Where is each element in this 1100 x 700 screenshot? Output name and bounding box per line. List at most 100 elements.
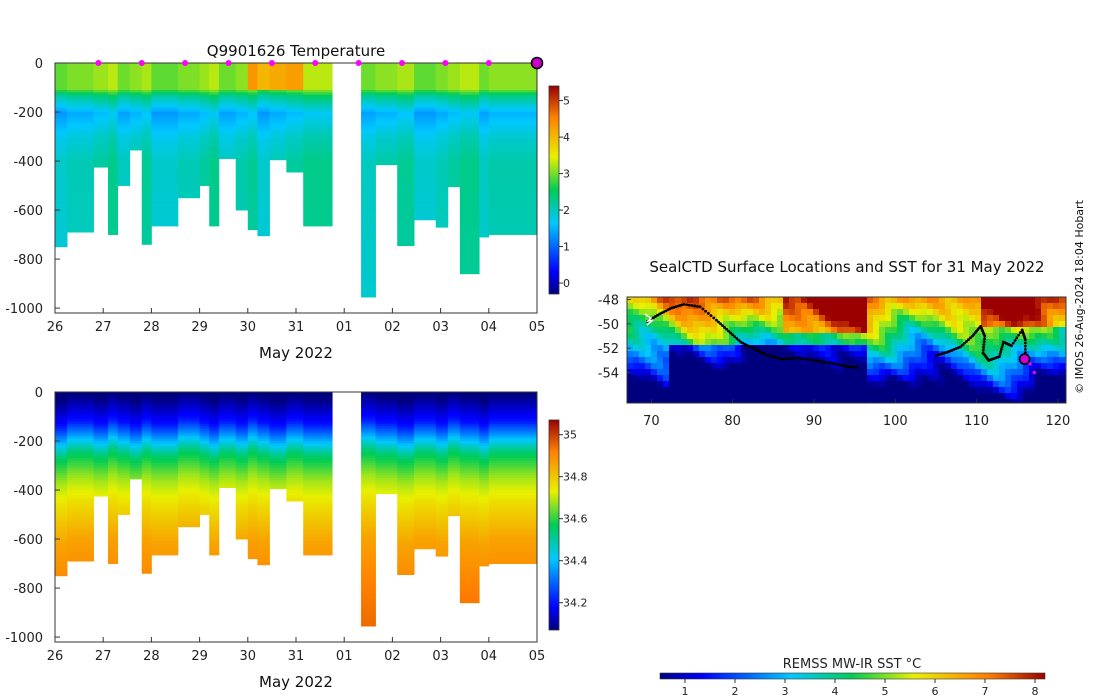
sst-cell — [657, 369, 664, 376]
sst-cell — [711, 399, 718, 403]
profile-cell — [129, 141, 143, 145]
temperature-y-ticks: 0-200-400-600-800-1000 — [5, 57, 60, 317]
sst-cell — [1035, 393, 1042, 400]
profile-cell — [247, 399, 258, 403]
profile-cell — [459, 463, 480, 466]
profile-cell — [141, 75, 152, 79]
profile-cell — [199, 121, 210, 125]
sst-cell — [909, 369, 916, 376]
sst-cell — [933, 303, 940, 310]
profile-cell — [269, 77, 287, 81]
profile-cell — [235, 97, 249, 101]
profile-cell — [218, 455, 237, 459]
sst-cell — [1059, 345, 1066, 352]
profile-cell — [488, 92, 537, 96]
profile-cell — [488, 401, 537, 405]
profile-cell — [375, 414, 398, 417]
profile-cell — [397, 114, 415, 118]
profile-cell — [447, 492, 461, 496]
profile-cell — [93, 416, 109, 420]
profile-cell — [414, 75, 437, 79]
sst-cell — [801, 357, 808, 364]
profile-cell — [55, 568, 68, 572]
profile-cell — [55, 146, 68, 150]
colorbar-tick-label: 5 — [563, 95, 570, 108]
profile-cell — [117, 509, 131, 513]
profile-cell — [488, 207, 537, 211]
profile-cell — [479, 531, 490, 535]
sst-cell — [975, 393, 982, 400]
track-point — [654, 315, 657, 318]
sst-cell — [681, 387, 688, 394]
profile-cell — [209, 524, 220, 528]
sst-cell — [861, 393, 868, 400]
profile-cell — [397, 112, 415, 115]
sst-cell — [795, 393, 802, 400]
sst-cell — [723, 315, 730, 322]
profile-cell — [361, 460, 376, 464]
profile-cell — [199, 418, 210, 422]
sst-cell — [795, 303, 802, 310]
profile-cell — [235, 205, 249, 209]
sst-cell — [825, 369, 832, 376]
sst-cell — [999, 297, 1006, 304]
profile-cell — [488, 175, 537, 179]
profile-cell — [209, 185, 220, 189]
profile-cell — [117, 102, 131, 106]
profile-cell — [459, 165, 480, 169]
profile-cell — [479, 445, 490, 449]
sst-cell — [711, 339, 718, 346]
sst-cell — [789, 381, 796, 388]
profile-cell — [151, 190, 179, 194]
profile-cell — [447, 428, 461, 432]
profile-cell — [235, 536, 249, 540]
profile-cell — [177, 161, 200, 164]
profile-cell — [414, 497, 437, 501]
profile-cell — [209, 509, 220, 513]
sst-cell — [1041, 381, 1048, 388]
profile-cell — [108, 509, 119, 513]
sst-cell — [783, 399, 790, 403]
profile-cell — [257, 67, 270, 71]
profile-cell — [479, 436, 490, 439]
sst-cell — [963, 375, 970, 382]
sst-cell — [873, 339, 880, 346]
sst-cell — [1035, 315, 1042, 322]
profile-cell — [199, 156, 210, 159]
sst-cell — [783, 393, 790, 400]
profile-cell — [459, 453, 480, 457]
profile-cell — [177, 195, 200, 199]
x-tick-label: 29 — [191, 320, 208, 335]
profile-cell — [479, 188, 490, 191]
profile-cell — [141, 131, 152, 135]
profile-cell — [129, 97, 143, 101]
sst-cell — [1047, 399, 1054, 403]
profile-cell — [151, 521, 179, 525]
profile-cell — [218, 414, 237, 417]
sst-cell — [873, 351, 880, 358]
profile-cell — [286, 401, 304, 405]
profile-cell — [67, 431, 94, 435]
profile-cell — [447, 436, 461, 439]
profile-cell — [218, 445, 237, 449]
sst-cell — [879, 381, 886, 388]
profile-cell — [67, 401, 94, 405]
profile-cell — [303, 534, 333, 538]
sst-cell — [723, 369, 730, 376]
profile-cell — [93, 112, 109, 115]
profile-cell — [108, 214, 119, 218]
sst-cell — [819, 339, 826, 346]
sst-cell — [789, 345, 796, 352]
profile-cell — [129, 124, 143, 128]
sst-cell — [969, 363, 976, 370]
sst-cell — [723, 309, 730, 316]
sst-cell — [843, 297, 850, 304]
profile-cell — [151, 109, 179, 113]
profile-cell — [67, 114, 94, 118]
profile-cell — [361, 114, 376, 118]
profile-cell — [414, 87, 437, 91]
profile-cell — [108, 161, 119, 164]
profile-cell — [199, 497, 210, 501]
sst-cell — [1029, 303, 1036, 310]
profile-cell — [435, 210, 449, 213]
